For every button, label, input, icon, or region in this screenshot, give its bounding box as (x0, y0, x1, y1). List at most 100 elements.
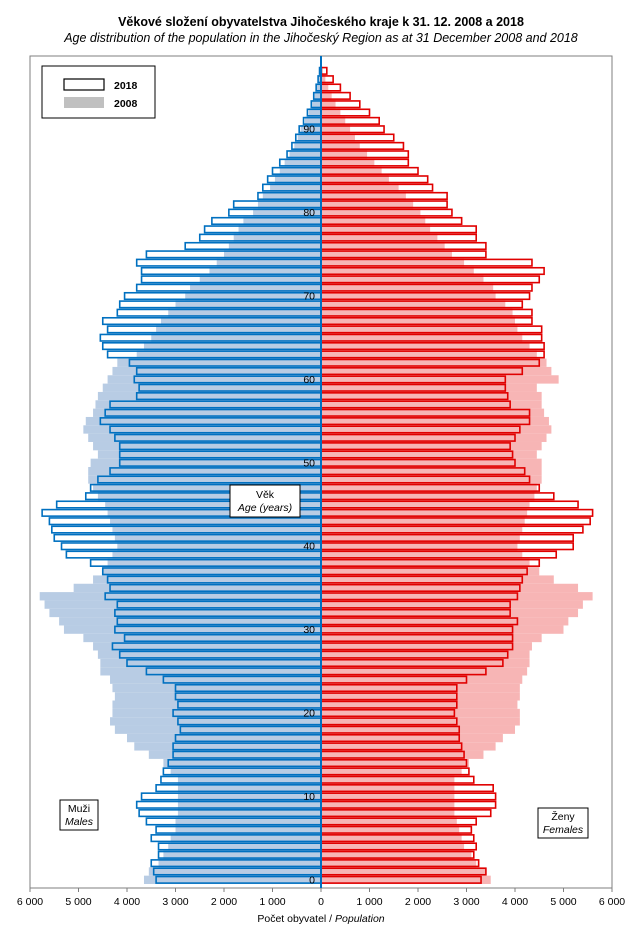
bar-female-2008-age-71 (321, 283, 494, 292)
bar-male-2008-age-53 (88, 433, 321, 442)
bar-male-2008-age-58 (97, 391, 322, 401)
bar-male-2008-age-50 (90, 458, 322, 467)
bar-female-2008-age-3 (321, 850, 472, 859)
bar-female-2008-age-74 (321, 258, 465, 267)
bar-male-2008-age-77 (233, 233, 321, 242)
bar-female-2008-age-75 (321, 250, 452, 259)
x-axis-label-en: Population (335, 913, 385, 925)
bar-male-2008-age-1 (148, 867, 321, 876)
bar-female-2008-age-36 (321, 575, 554, 584)
bar-male-2008-age-7 (175, 817, 321, 826)
x-tick-label-1: 5 000 (65, 896, 91, 908)
bar-male-2008-age-68 (168, 308, 321, 317)
x-axis-label-cz: Počet obyvatel (257, 913, 326, 925)
bar-female-2008-age-31 (321, 617, 569, 626)
bar-female-2008-age-38 (321, 558, 530, 568)
bar-female-2008-age-18 (321, 725, 515, 734)
bar-male-2008-age-33 (44, 600, 322, 609)
bar-male-2008-age-0 (143, 875, 321, 884)
bar-female-2008-age-1 (321, 867, 486, 876)
bar-male-2008-age-95 (316, 83, 321, 92)
bar-female-2008-age-37 (321, 567, 540, 576)
age-label: Věk (256, 489, 275, 501)
age-tick-label-50: 50 (303, 457, 315, 469)
bar-female-2008-age-83 (321, 183, 399, 192)
legend-label-2018: 2018 (114, 80, 138, 92)
bar-female-2008-age-20 (321, 708, 520, 718)
bar-male-2008-age-61 (112, 366, 321, 376)
bar-male-2008-age-34 (39, 592, 321, 601)
bar-female-2008-age-28 (321, 642, 532, 651)
bar-male-2008-age-79 (243, 216, 321, 226)
bar-male-2008-age-14 (163, 758, 322, 768)
bar-female-2008-age-45 (321, 500, 530, 509)
bar-female-2008-age-61 (321, 366, 552, 376)
bar-male-2008-age-30 (63, 625, 321, 634)
age-label-en: Age (years) (237, 502, 292, 514)
bar-female-2008-age-63 (321, 350, 537, 359)
bar-female-2008-age-21 (321, 700, 518, 709)
bar-male-2008-age-51 (97, 450, 322, 459)
bar-male-2008-age-9 (177, 800, 321, 809)
bar-female-2008-age-85 (321, 166, 382, 176)
bar-male-2008-age-26 (100, 658, 321, 668)
bar-female-2008-age-52 (321, 441, 542, 451)
bar-female-2008-age-68 (321, 308, 513, 317)
bar-female-2008-age-67 (321, 316, 515, 326)
bar-male-2008-age-73 (209, 266, 321, 276)
bar-female-2008-age-65 (321, 333, 523, 342)
male-label-box: Muži Males (59, 799, 99, 831)
bar-female-2008-age-35 (321, 583, 579, 593)
bar-female-2008-age-15 (321, 750, 484, 759)
bar-male-2008-age-49 (88, 467, 321, 476)
bar-female-2008-age-33 (321, 600, 583, 609)
bar-male-2008-age-60 (107, 375, 321, 384)
bar-male-2008-age-27 (97, 650, 322, 659)
bar-male-2008-age-65 (151, 333, 321, 342)
bar-male-2008-age-38 (107, 558, 321, 568)
x-tick-label-9: 3 000 (453, 896, 479, 908)
bar-male-2008-age-32 (49, 608, 322, 618)
bar-male-2008-age-29 (83, 633, 321, 643)
bar-male-2008-age-81 (257, 200, 321, 209)
x-ticks-group: 6 000 5 000 4 000 3 000 2 000 1 000 0 1 000 2 00… (17, 888, 625, 908)
bar-female-2008-age-95 (321, 83, 329, 92)
bar-female-2008-age-73 (321, 266, 474, 276)
bar-female-2008-age-22 (321, 692, 520, 701)
bar-female-2008-age-11 (321, 783, 455, 793)
bar-male-2008-age-22 (114, 692, 322, 701)
bar-male-2008-age-67 (160, 316, 321, 326)
male-label-en: Males (65, 816, 94, 828)
legend: 2018 2008 (41, 65, 156, 119)
bar-male-2008-age-56 (93, 408, 321, 417)
x-tick-label-11: 5 000 (550, 896, 576, 908)
bar-female-2008-age-60 (321, 375, 559, 384)
bar-male-2008-age-70 (185, 291, 321, 301)
bar-female-2008-age-51 (321, 450, 537, 459)
x-tick-label-8: 2 000 (405, 896, 431, 908)
bar-female-2008-age-43 (321, 517, 525, 526)
male-label: Muži (68, 803, 90, 815)
bar-female-2008-age-69 (321, 300, 506, 309)
bar-male-2008-age-45 (105, 500, 321, 509)
legend-swatch-2008 (64, 97, 104, 108)
legend-swatch-2018 (63, 78, 105, 91)
bar-male-2008-age-35 (73, 583, 322, 593)
bar-female-2008-age-58 (321, 391, 542, 401)
bar-male-2008-age-43 (110, 517, 321, 526)
bar-female-2008-age-25 (321, 667, 528, 676)
bar-female-2008-age-57 (321, 400, 542, 409)
x-tick-label-10: 4 000 (502, 896, 528, 908)
bar-male-2008-age-37 (102, 567, 321, 576)
bar-male-2008-age-20 (112, 708, 321, 718)
chart-title: Věkové složení obyvatelstva Jihočeského … (118, 15, 524, 29)
bar-male-2008-age-31 (59, 617, 321, 626)
bar-male-2008-age-28 (93, 642, 321, 651)
bar-female-2008-age-91 (321, 116, 346, 126)
bar-female-2008-age-14 (321, 758, 469, 768)
bar-female-2008-age-40 (321, 542, 518, 551)
bar-female-2008-age-46 (321, 492, 535, 501)
bars-2008-group (39, 66, 593, 884)
bar-male-2008-age-12 (177, 775, 321, 784)
bar-female-2008-age-30 (321, 625, 564, 634)
